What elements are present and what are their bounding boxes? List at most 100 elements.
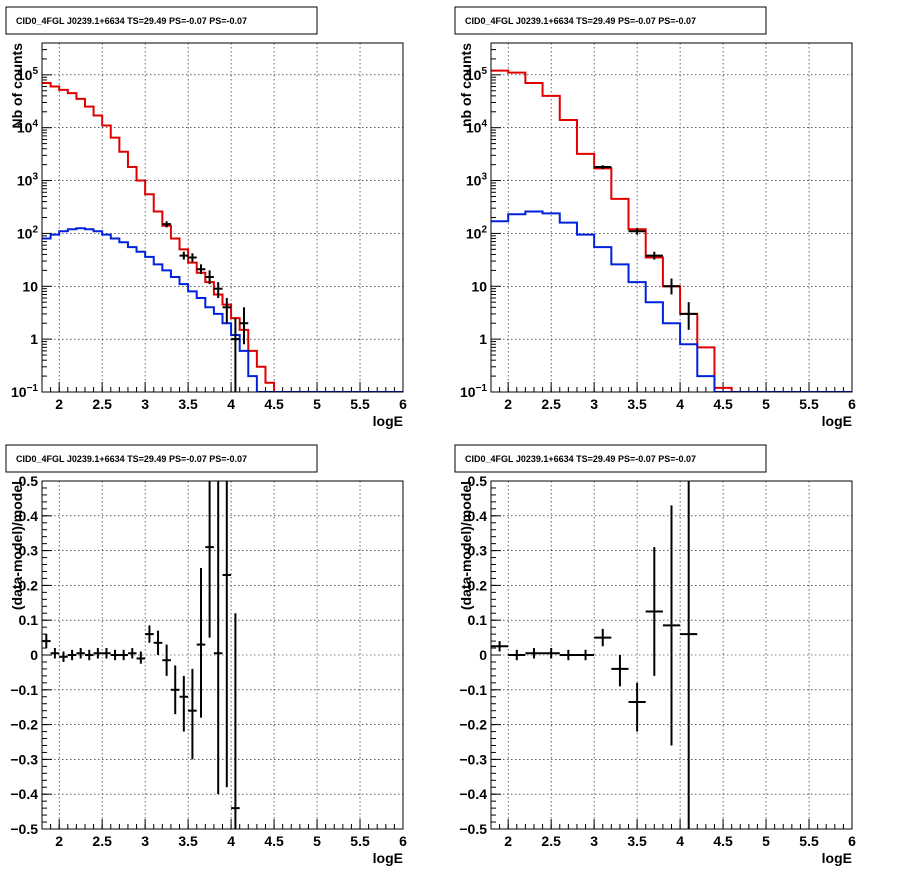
- x-tick-label: 5: [313, 396, 321, 412]
- x-axis-label: logE: [373, 413, 403, 429]
- title-box: [5, 6, 318, 35]
- y-tick-label: 0.2: [468, 577, 488, 593]
- data-point: [213, 282, 223, 299]
- data-point: [162, 221, 171, 228]
- y-tick-label: −0.4: [10, 786, 38, 802]
- y-tick-label: 0.3: [468, 543, 488, 559]
- plot-area: [491, 69, 852, 392]
- residuals-panel-left: CID0_4FGL J0239.1+6634 TS=29.49 PS=-0.07…: [5, 444, 407, 866]
- x-tick-label: 3: [590, 833, 598, 849]
- title-box: [454, 6, 767, 35]
- x-tick-label: 2.5: [92, 833, 112, 849]
- residual-point: [136, 651, 146, 664]
- y-tick-label: 0.4: [19, 508, 39, 524]
- plot-frame: [490, 42, 853, 393]
- plot-area: [491, 481, 698, 829]
- x-tick-label: 2: [55, 396, 63, 412]
- y-tick-label: 0.3: [19, 543, 39, 559]
- residual-point: [611, 655, 629, 687]
- chart-title: CID0_4FGL J0239.1+6634 TS=29.49 PS=-0.07…: [465, 454, 696, 464]
- y-tick-label: 10−1: [11, 383, 38, 400]
- x-tick-label: 3.5: [178, 396, 198, 412]
- residual-point: [205, 481, 214, 638]
- residual-point: [110, 649, 120, 661]
- residual-point: [680, 481, 698, 829]
- x-tick-label: 6: [399, 396, 407, 412]
- residual-point: [213, 481, 223, 795]
- background-model-histogram: [42, 227, 403, 392]
- residual-point: [559, 649, 577, 661]
- residual-point: [84, 649, 94, 661]
- residual-point: [50, 648, 60, 659]
- data-point: [205, 270, 214, 285]
- residual-point: [42, 634, 51, 649]
- x-tick-label: 3: [590, 396, 598, 412]
- x-tick-label: 5: [762, 396, 770, 412]
- residual-point: [662, 505, 681, 746]
- x-axis-label: logE: [822, 413, 852, 429]
- y-axis-label: Nb of counts: [9, 43, 25, 129]
- y-axis-label: (data-model)/model: [9, 481, 25, 610]
- plot-frame: [490, 480, 853, 830]
- plot-frame: [41, 42, 404, 393]
- residual-point: [231, 613, 240, 829]
- chart-title: CID0_4FGL J0239.1+6634 TS=29.49 PS=-0.07…: [465, 16, 696, 26]
- model-total-histogram: [491, 69, 852, 392]
- residual-point: [170, 665, 180, 715]
- residual-point: [222, 481, 232, 788]
- residual-point: [542, 648, 560, 659]
- x-tick-label: 4: [227, 833, 235, 849]
- y-tick-label: −0.5: [459, 821, 487, 837]
- residual-point: [119, 649, 128, 661]
- residual-point: [153, 630, 163, 655]
- y-tick-label: 0.1: [19, 612, 39, 628]
- y-tick-label: 1: [30, 331, 38, 347]
- data-point: [628, 228, 646, 235]
- background-model-histogram: [491, 210, 852, 392]
- x-tick-label: 6: [848, 396, 856, 412]
- y-tick-label: −0.2: [459, 717, 487, 733]
- y-axis-label: (data-model)/model: [458, 481, 474, 610]
- model-total-histogram: [42, 82, 403, 392]
- x-tick-label: 4.5: [264, 833, 284, 849]
- residual-point: [594, 628, 612, 647]
- x-tick-label: 3: [141, 396, 149, 412]
- y-tick-label: −0.3: [10, 751, 38, 767]
- y-tick-label: 10−1: [460, 383, 487, 400]
- data-point: [645, 251, 663, 260]
- x-tick-label: 2.5: [92, 396, 112, 412]
- residual-point: [102, 648, 111, 659]
- x-tick-label: 2: [504, 396, 512, 412]
- x-tick-label: 4: [227, 396, 235, 412]
- y-tick-label: 10: [22, 278, 38, 294]
- data-point: [680, 302, 698, 330]
- residual-point: [162, 644, 171, 676]
- x-tick-label: 2: [504, 833, 512, 849]
- y-tick-label: 102: [17, 224, 39, 241]
- y-tick-label: 10: [471, 278, 487, 294]
- residual-point: [179, 675, 189, 732]
- x-tick-label: 5.5: [799, 396, 819, 412]
- y-tick-label: 1: [479, 331, 487, 347]
- x-tick-label: 5: [313, 833, 321, 849]
- data-point: [222, 298, 232, 324]
- residual-point: [145, 625, 154, 643]
- y-tick-label: 0: [30, 647, 38, 663]
- y-tick-label: 0.4: [468, 508, 488, 524]
- x-tick-label: 3.5: [178, 833, 198, 849]
- residual-point: [67, 649, 77, 661]
- y-tick-label: 102: [466, 224, 488, 241]
- x-tick-label: 4.5: [264, 396, 284, 412]
- y-tick-label: 0.5: [468, 473, 488, 489]
- data-point: [188, 253, 197, 262]
- x-axis-label: logE: [373, 850, 403, 866]
- y-tick-label: 103: [17, 172, 39, 189]
- data-point: [179, 251, 189, 260]
- data-point: [594, 165, 612, 170]
- residual-point: [525, 648, 543, 659]
- residual-point: [576, 649, 595, 661]
- y-tick-label: −0.5: [10, 821, 38, 837]
- x-tick-label: 4: [676, 396, 684, 412]
- residual-point: [508, 649, 526, 661]
